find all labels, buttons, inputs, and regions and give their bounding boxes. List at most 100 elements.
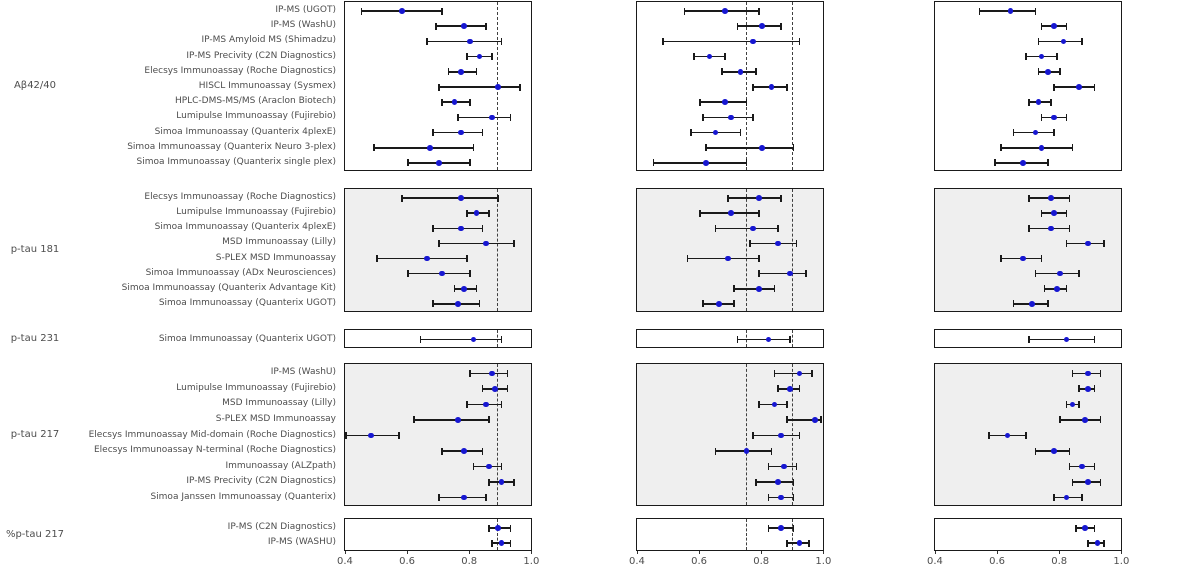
error-bar-cap (506, 369, 509, 377)
point-estimate (455, 301, 461, 307)
x-axis-tick (997, 551, 999, 554)
error-bar-cap (519, 83, 521, 91)
point-estimate (455, 417, 461, 423)
point-estimate (1035, 99, 1042, 105)
error-bar-cap (721, 68, 723, 76)
point-estimate (1094, 540, 1101, 546)
error-bar-cap (1012, 300, 1015, 308)
error-bar-cap (435, 22, 437, 30)
error-bar-cap (407, 159, 409, 167)
point-estimate (1063, 494, 1070, 501)
reference-line (792, 330, 794, 347)
error-bar-cap (752, 83, 754, 91)
error-bar-cap (438, 239, 440, 247)
error-bar (373, 146, 474, 149)
x-axis-tick-label: 0.6 (399, 556, 416, 567)
error-bar-cap (652, 159, 655, 167)
error-bar (1029, 338, 1095, 341)
point-estimate (703, 160, 710, 166)
point-estimate (774, 479, 781, 485)
error-bar-cap (509, 539, 512, 547)
error-bar-cap (453, 285, 456, 293)
panel-panel-2-group-4 (636, 363, 824, 506)
error-bar-cap (1071, 478, 1074, 486)
assay-label: IP-MS (C2N Diagnostics) (227, 522, 336, 532)
point-estimate (1051, 210, 1057, 216)
point-estimate (1057, 270, 1064, 277)
error-bar-cap (491, 53, 493, 61)
point-estimate (1051, 114, 1057, 121)
point-estimate (495, 84, 501, 90)
error-bar (377, 257, 468, 260)
point-estimate (796, 370, 803, 377)
point-estimate (778, 525, 784, 531)
error-bar (684, 10, 760, 12)
error-bar (774, 372, 812, 375)
error-bar-cap (705, 144, 708, 152)
error-bar-cap (481, 447, 484, 455)
reference-line (792, 519, 794, 550)
error-bar (737, 338, 791, 341)
error-bar-cap (1059, 416, 1062, 424)
point-estimate (1060, 38, 1067, 45)
error-bar-cap (758, 270, 760, 278)
x-axis-tick (636, 551, 638, 554)
assay-label: IP-MS Amyloid MS (Shimadzu) (201, 35, 336, 46)
point-estimate (1085, 479, 1091, 485)
error-bar-cap (1037, 68, 1040, 76)
error-bar-cap (758, 400, 760, 408)
error-bar-cap (1068, 194, 1071, 202)
error-bar-cap (792, 494, 795, 502)
point-estimate (489, 370, 495, 377)
error-bar-cap (736, 336, 739, 343)
error-bar (1060, 419, 1101, 421)
error-bar-cap (661, 37, 664, 45)
reference-line (745, 519, 747, 550)
point-estimate (778, 432, 784, 439)
error-bar-cap (1065, 400, 1068, 408)
error-bar-cap (1012, 129, 1015, 137)
error-bar-cap (484, 494, 487, 502)
error-bar (457, 116, 511, 119)
error-bar-cap (776, 224, 779, 232)
panel-panel-3-group-4 (934, 363, 1122, 506)
error-bar-cap (1028, 224, 1030, 232)
error-bar-cap (432, 129, 434, 137)
error-bar-cap (798, 432, 801, 439)
error-bar-cap (1040, 255, 1043, 263)
error-bar-cap (1025, 432, 1027, 439)
reference-line (745, 189, 747, 311)
point-estimate (715, 301, 722, 307)
error-bar-cap (469, 270, 472, 278)
error-bar-cap (792, 524, 795, 532)
assay-label: Simoa Immunoassay (Quanterix single plex… (136, 156, 336, 167)
error-bar (787, 419, 822, 421)
point-estimate (728, 114, 734, 121)
assay-label: Simoa Immunoassay (Quanterix 4plexE) (154, 126, 336, 137)
panel-panel-2-group-1 (636, 1, 824, 171)
error-bar (653, 162, 747, 164)
error-bar-cap (1047, 159, 1049, 167)
group-label: Aβ42/40 (13, 80, 57, 91)
error-bar (752, 434, 800, 437)
group-label: p-tau 231 (10, 332, 60, 344)
assay-label: Elecsys Immunoassay (Roche Diagnostics) (144, 65, 336, 76)
x-axis-tick-label: 0.8 (461, 556, 478, 567)
point-estimate (498, 479, 505, 485)
point-estimate (756, 286, 762, 292)
error-bar-cap (425, 37, 428, 45)
panel-panel-1-group-1 (344, 1, 532, 171)
assay-label: Simoa Janssen Immunoassay (Quanterix) (150, 491, 336, 502)
point-estimate (743, 448, 750, 454)
assay-label: Elecsys Immunoassay Mid-domain (Roche Di… (88, 429, 336, 440)
error-bar-cap (1025, 53, 1027, 61)
point-estimate (725, 255, 731, 262)
point-estimate (367, 432, 374, 439)
point-estimate (774, 240, 781, 247)
panel-panel-1-group-5 (344, 518, 532, 551)
error-bar (401, 197, 499, 199)
error-bar-cap (466, 209, 468, 217)
error-bar-cap (780, 22, 782, 30)
error-bar-cap (509, 524, 512, 532)
error-bar-cap (683, 7, 686, 15)
